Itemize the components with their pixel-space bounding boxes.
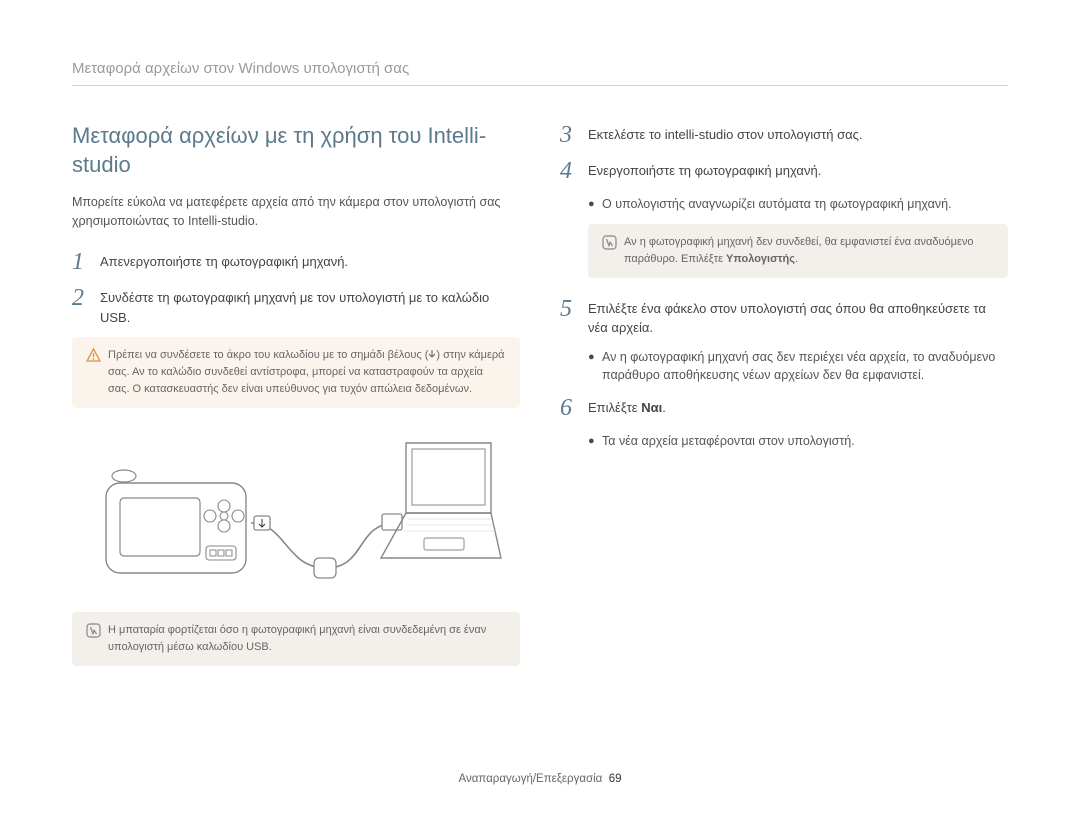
manual-page: Μεταφορά αρχείων στον Windows υπολογιστή… bbox=[0, 0, 1080, 815]
step-1: 1 Απενεργοποιήστε τη φωτογραφική μηχανή. bbox=[72, 249, 520, 275]
page-footer: Αναπαραγωγή/Επεξεργασία 69 bbox=[0, 773, 1080, 785]
step6-text-a: Επιλέξτε bbox=[588, 400, 641, 415]
step-6-bullet: ● Τα νέα αρχεία μεταφέρονται στον υπολογ… bbox=[588, 432, 1008, 451]
info-text: Η μπαταρία φορτίζεται όσο η φωτογραφική … bbox=[108, 622, 506, 656]
step-5: 5 Επιλέξτε ένα φάκελο στον υπολογιστή σα… bbox=[560, 296, 1008, 338]
left-column: Μεταφορά αρχείων με τη χρήση του Intelli… bbox=[72, 122, 520, 680]
step-text: Εκτελέστε το intelli-studio στον υπολογι… bbox=[588, 122, 863, 145]
connection-diagram bbox=[72, 428, 520, 598]
step-number: 4 bbox=[560, 158, 588, 184]
bullet-icon: ● bbox=[588, 348, 602, 363]
info-icon bbox=[602, 234, 624, 250]
warn-text-a: Πρέπει να συνδέσετε το άκρο του καλωδίου… bbox=[108, 349, 428, 361]
footer-section: Αναπαραγωγή/Επεξεργασία bbox=[459, 773, 603, 785]
camera-icon bbox=[106, 470, 246, 573]
step-text: Επιλέξτε ένα φάκελο στον υπολογιστή σας … bbox=[588, 296, 1008, 338]
info-callout: Αν η φωτογραφική μηχανή δεν συνδεθεί, θα… bbox=[588, 224, 1008, 278]
warning-callout: Πρέπει να συνδέσετε το άκρο του καλωδίου… bbox=[72, 337, 520, 408]
step-number: 6 bbox=[560, 395, 588, 421]
bullet-text: Αν η φωτογραφική μηχανή σας δεν περιέχει… bbox=[602, 348, 1008, 386]
step-4: 4 Ενεργοποιήστε τη φωτογραφική μηχανή. bbox=[560, 158, 1008, 184]
step-text: Απενεργοποιήστε τη φωτογραφική μηχανή. bbox=[100, 249, 348, 272]
step-text: Ενεργοποιήστε τη φωτογραφική μηχανή. bbox=[588, 158, 821, 181]
step-number: 2 bbox=[72, 285, 100, 311]
warning-icon bbox=[86, 347, 108, 363]
info-callout: Η μπαταρία φορτίζεται όσο η φωτογραφική … bbox=[72, 612, 520, 666]
warning-text: Πρέπει να συνδέσετε το άκρο του καλωδίου… bbox=[108, 347, 506, 398]
step-text: Επιλέξτε Ναι. bbox=[588, 395, 666, 418]
info-text-b: . bbox=[795, 253, 798, 265]
info-bold: Υπολογιστής bbox=[726, 253, 795, 265]
bullet-text: Ο υπολογιστής αναγνωρίζει αυτόματα τη φω… bbox=[602, 195, 952, 214]
info-text-a: Αν η φωτογραφική μηχανή δεν συνδεθεί, θα… bbox=[624, 236, 973, 265]
step-6: 6 Επιλέξτε Ναι. bbox=[560, 395, 1008, 421]
bullet-icon: ● bbox=[588, 195, 602, 210]
content-columns: Μεταφορά αρχείων με τη χρήση του Intelli… bbox=[72, 122, 1008, 680]
step6-bold: Ναι bbox=[641, 400, 662, 415]
bullet-text: Τα νέα αρχεία μεταφέρονται στον υπολογισ… bbox=[602, 432, 855, 451]
step-text: Συνδέστε τη φωτογραφική μηχανή με τον υπ… bbox=[100, 285, 520, 327]
step-5-bullet: ● Αν η φωτογραφική μηχανή σας δεν περιέχ… bbox=[588, 348, 1008, 386]
intro-paragraph: Μπορείτε εύκολα να ματεφέρετε αρχεία από… bbox=[72, 193, 520, 231]
info-icon bbox=[86, 622, 108, 638]
page-number: 69 bbox=[609, 773, 622, 785]
step-number: 1 bbox=[72, 249, 100, 275]
bullet-icon: ● bbox=[588, 432, 602, 447]
step-3: 3 Εκτελέστε το intelli-studio στον υπολο… bbox=[560, 122, 1008, 148]
step6-text-b: . bbox=[662, 400, 666, 415]
step-4-bullet: ● Ο υπολογιστής αναγνωρίζει αυτόματα τη … bbox=[588, 195, 1008, 214]
laptop-icon bbox=[381, 443, 501, 558]
step-number: 3 bbox=[560, 122, 588, 148]
page-header-title: Μεταφορά αρχείων στον Windows υπολογιστή… bbox=[72, 60, 1008, 86]
step-number: 5 bbox=[560, 296, 588, 322]
section-heading: Μεταφορά αρχείων με τη χρήση του Intelli… bbox=[72, 122, 520, 179]
info-text: Αν η φωτογραφική μηχανή δεν συνδεθεί, θα… bbox=[624, 234, 994, 268]
right-column: 3 Εκτελέστε το intelli-studio στον υπολο… bbox=[560, 122, 1008, 680]
step-2: 2 Συνδέστε τη φωτογραφική μηχανή με τον … bbox=[72, 285, 520, 327]
